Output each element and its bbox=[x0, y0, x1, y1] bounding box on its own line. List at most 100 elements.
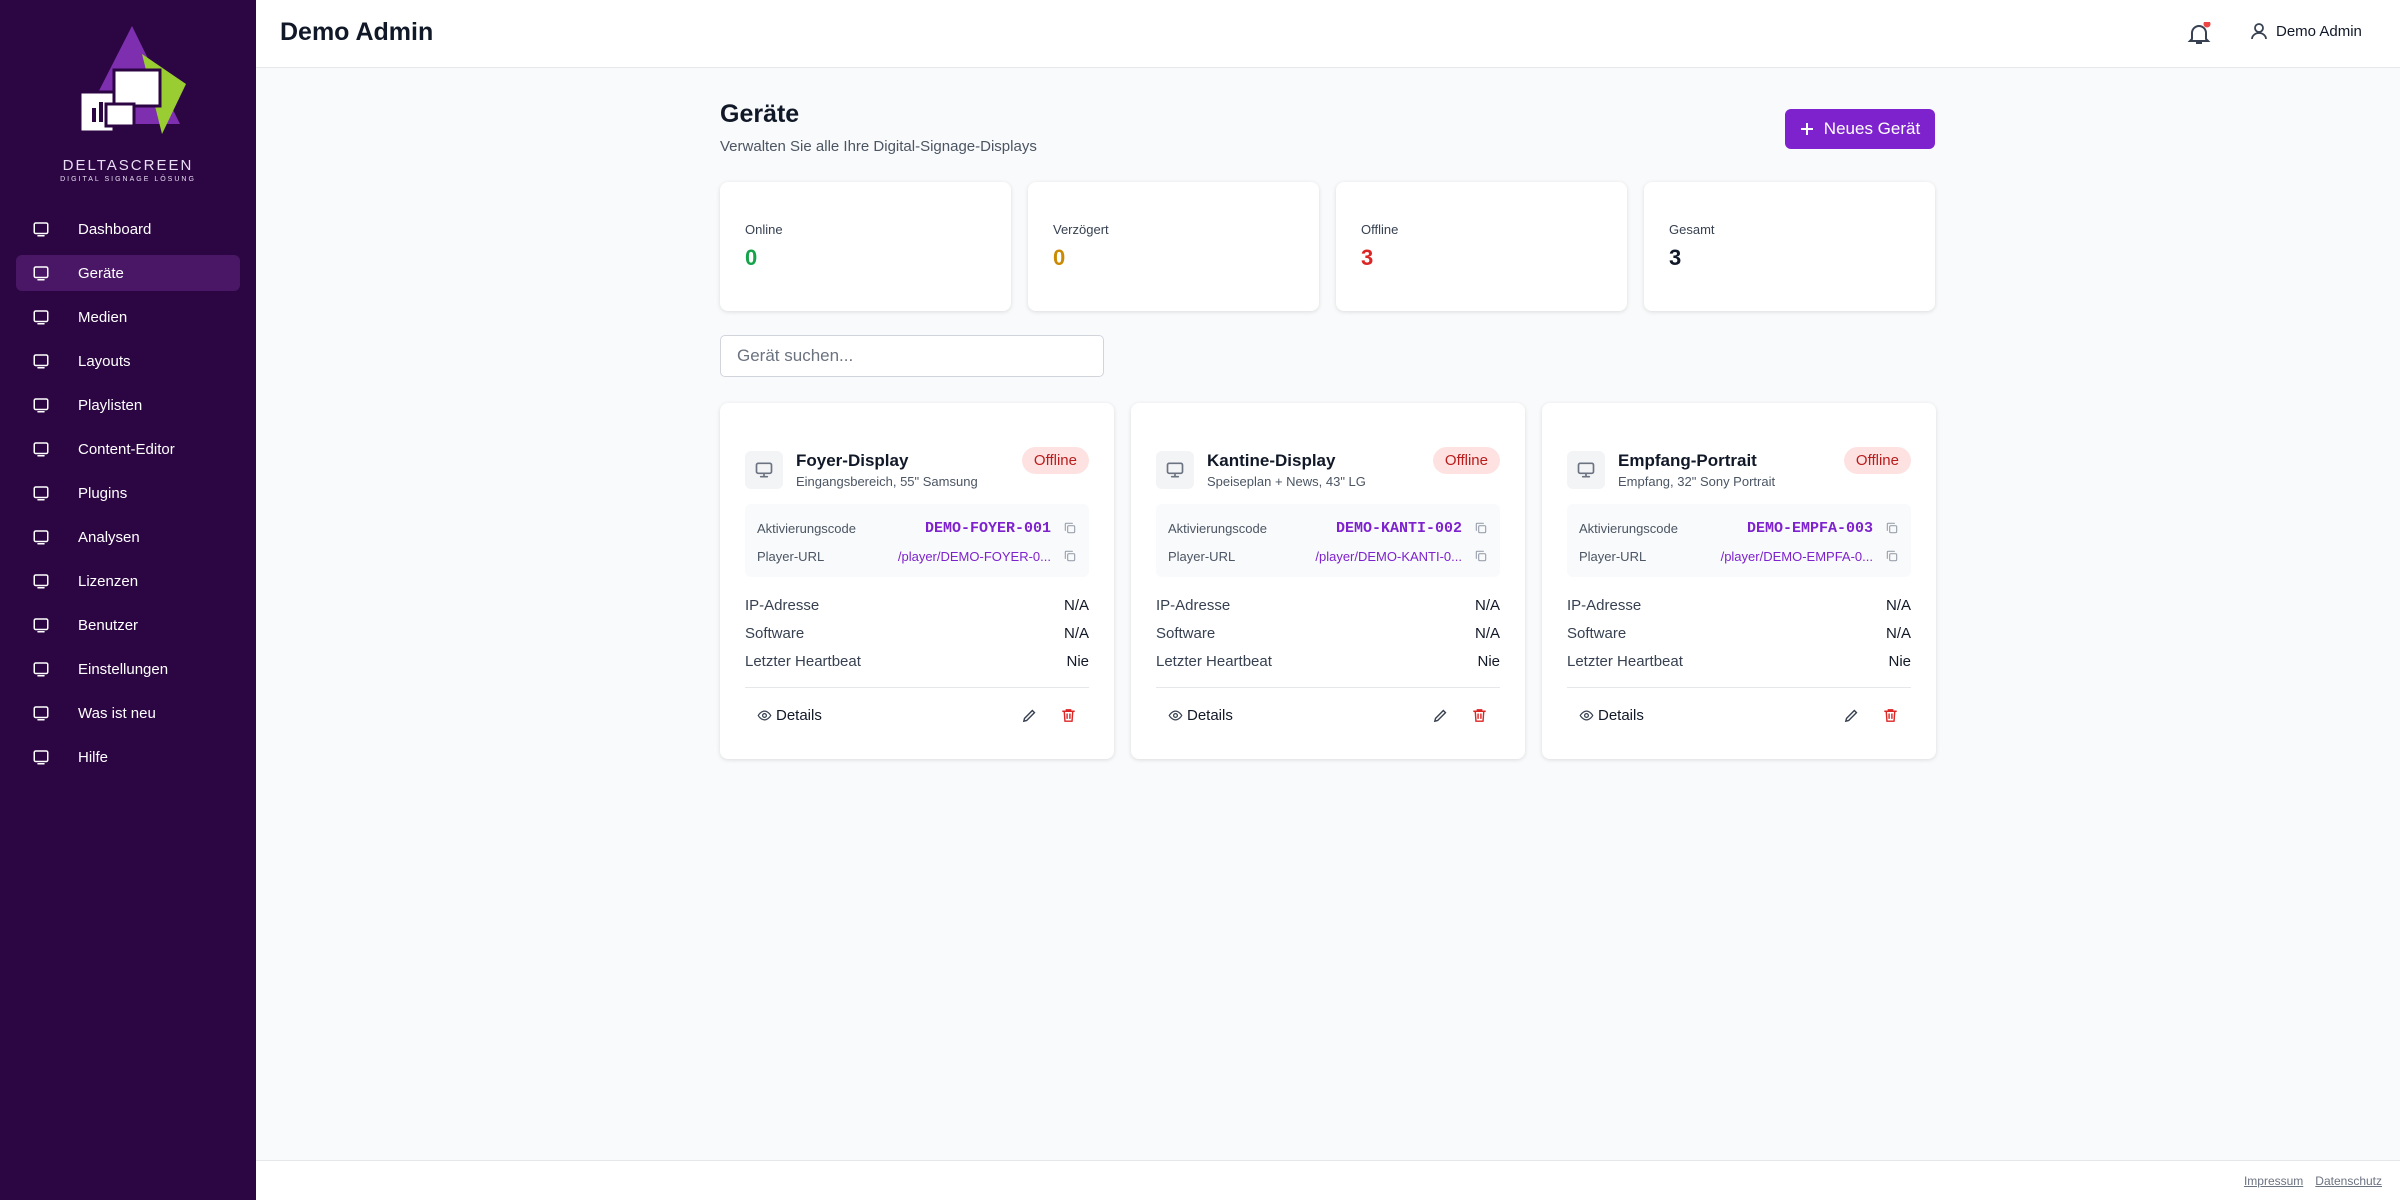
search-input[interactable]: Gerät suchen... bbox=[720, 335, 1104, 377]
icon bbox=[32, 352, 64, 370]
device-title: Foyer-Display Eingangsbereich, 55" Samsun… bbox=[796, 451, 1022, 489]
stat-card: Gesamt 3 bbox=[1644, 182, 1935, 311]
info-row: Letzter Heartbeat Nie bbox=[1567, 647, 1911, 675]
icon bbox=[1165, 460, 1185, 480]
button-label: Neues Gerät bbox=[1823, 119, 1921, 138]
copy-button[interactable] bbox=[1474, 549, 1488, 563]
icon bbox=[1168, 708, 1183, 723]
footer-link[interactable]: Datenschutz bbox=[2315, 1173, 2382, 1188]
details-label: Details bbox=[1187, 707, 1233, 724]
code-row: Aktivierungscode DEMO-FOYER-001 bbox=[757, 514, 1077, 542]
info-row: Software N/A bbox=[745, 619, 1089, 647]
copy-button[interactable] bbox=[1885, 521, 1899, 535]
nav-item[interactable]: Dashboard bbox=[16, 211, 240, 247]
icon bbox=[32, 704, 64, 722]
device-title: Empfang-Portrait Empfang, 32" Sony Portra… bbox=[1618, 451, 1844, 489]
icon bbox=[32, 440, 64, 458]
device-description: Speiseplan + News, 43" LG bbox=[1207, 474, 1366, 489]
footer: Impressum Datenschutz bbox=[256, 1160, 2400, 1200]
device-header: Empfang-Portrait Empfang, 32" Sony Portra… bbox=[1567, 447, 1911, 490]
new-device-button[interactable]: Neues Gerät bbox=[1785, 109, 1935, 149]
device-name: Empfang-Portrait bbox=[1618, 451, 1757, 470]
nav-item[interactable]: Lizenzen bbox=[16, 563, 240, 599]
icon bbox=[1576, 460, 1596, 480]
status-badge: Offline bbox=[1843, 447, 1911, 474]
stat-label: Online bbox=[745, 222, 783, 237]
notifications[interactable] bbox=[2186, 22, 2212, 48]
nav-item[interactable]: Geräte bbox=[16, 255, 240, 291]
copy-button[interactable] bbox=[1063, 521, 1077, 535]
info-row: IP-Adresse N/A bbox=[1156, 591, 1500, 619]
info-rows: IP-Adresse N/A Software N/A Letzter Heartbea… bbox=[1156, 591, 1500, 675]
nav-item[interactable]: Plugins bbox=[16, 475, 240, 511]
edit-button[interactable] bbox=[1432, 707, 1449, 724]
nav-label: Lizenzen bbox=[78, 572, 139, 590]
icon bbox=[32, 484, 64, 502]
info-label: Software bbox=[745, 624, 805, 642]
info-label: Software bbox=[1156, 624, 1216, 642]
copy-button[interactable] bbox=[1474, 521, 1488, 535]
code-row: Aktivierungscode DEMO-EMPFA-003 bbox=[1579, 514, 1899, 542]
status-badge: Offline bbox=[1432, 447, 1500, 474]
code-box: Aktivierungscode DEMO-EMPFA-003 Player-URL… bbox=[1567, 504, 1911, 577]
code-value: /player/DEMO-KANTI-0... bbox=[1315, 548, 1462, 564]
code-value: /player/DEMO-FOYER-0... bbox=[897, 548, 1051, 564]
device-name: Kantine-Display bbox=[1207, 451, 1336, 470]
info-row: Letzter Heartbeat Nie bbox=[745, 647, 1089, 675]
icon bbox=[32, 528, 64, 546]
nav-item[interactable]: Hilfe bbox=[16, 739, 240, 775]
info-label: Software bbox=[1567, 624, 1627, 642]
page-title: Geräte bbox=[720, 100, 800, 128]
code-value: DEMO-EMPFA-003 bbox=[1746, 519, 1873, 537]
nav-item[interactable]: Layouts bbox=[16, 343, 240, 379]
delete-button[interactable] bbox=[1471, 707, 1488, 724]
device-card: Foyer-Display Eingangsbereich, 55" Samsun… bbox=[720, 403, 1114, 759]
nav-item[interactable]: Playlisten bbox=[16, 387, 240, 423]
info-rows: IP-Adresse N/A Software N/A Letzter Heartbea… bbox=[1567, 591, 1911, 675]
page-subtitle: Verwalten Sie alle Ihre Digital-Signage-… bbox=[720, 138, 1037, 155]
icon bbox=[32, 396, 64, 414]
info-value: N/A bbox=[1063, 596, 1089, 614]
edit-button[interactable] bbox=[1843, 707, 1860, 724]
nav-item[interactable]: Einstellungen bbox=[16, 651, 240, 687]
details-button[interactable]: Details bbox=[1168, 707, 1432, 724]
details-button[interactable]: Details bbox=[757, 707, 1021, 724]
nav-item[interactable]: Content-Editor bbox=[16, 431, 240, 467]
user-name: Demo Admin bbox=[2276, 22, 2362, 40]
nav-label: Plugins bbox=[78, 484, 128, 502]
stat-card: Verzögert 0 bbox=[1028, 182, 1319, 311]
info-rows: IP-Adresse N/A Software N/A Letzter Heartbea… bbox=[745, 591, 1089, 675]
nav-label: Dashboard bbox=[78, 220, 152, 238]
details-button[interactable]: Details bbox=[1579, 707, 1843, 724]
device-name: Foyer-Display bbox=[796, 451, 909, 470]
info-value: Nie bbox=[1477, 652, 1500, 670]
code-label: Aktivierungscode bbox=[1579, 520, 1678, 536]
card-actions: Details bbox=[1567, 687, 1911, 743]
delete-button[interactable] bbox=[1882, 707, 1899, 724]
nav-item[interactable]: Analysen bbox=[16, 519, 240, 555]
footer-link[interactable]: Impressum bbox=[2243, 1173, 2304, 1188]
code-box: Aktivierungscode DEMO-FOYER-001 Player-URL… bbox=[745, 504, 1089, 577]
info-row: Software N/A bbox=[1567, 619, 1911, 647]
nav-item[interactable]: Benutzer bbox=[16, 607, 240, 643]
topbar: Demo Admin Demo Admin bbox=[256, 0, 2400, 68]
nav-item[interactable]: Medien bbox=[16, 299, 240, 335]
edit-button[interactable] bbox=[1021, 707, 1038, 724]
delete-button[interactable] bbox=[1060, 707, 1077, 724]
card-actions: Details bbox=[745, 687, 1089, 743]
details-label: Details bbox=[1598, 707, 1644, 724]
icon bbox=[1579, 708, 1594, 723]
device-header: Kantine-Display Speiseplan + News, 43" LG… bbox=[1156, 447, 1500, 490]
nav-item[interactable]: Was ist neu bbox=[16, 695, 240, 731]
icon bbox=[32, 308, 64, 326]
copy-button[interactable] bbox=[1885, 549, 1899, 563]
code-label: Player-URL bbox=[1579, 548, 1647, 564]
stat-value: 0 bbox=[1053, 245, 1066, 270]
copy-button[interactable] bbox=[1063, 549, 1077, 563]
tagline: DIGITAL SIGNAGE LÖSUNG bbox=[60, 176, 196, 183]
details-label: Details bbox=[776, 707, 822, 724]
user-menu[interactable]: Demo Admin bbox=[2250, 22, 2362, 40]
info-row: Software N/A bbox=[1156, 619, 1500, 647]
code-row: Player-URL/player/DEMO-FOYER-0... bbox=[757, 542, 1077, 570]
info-value: Nie bbox=[1066, 652, 1089, 670]
